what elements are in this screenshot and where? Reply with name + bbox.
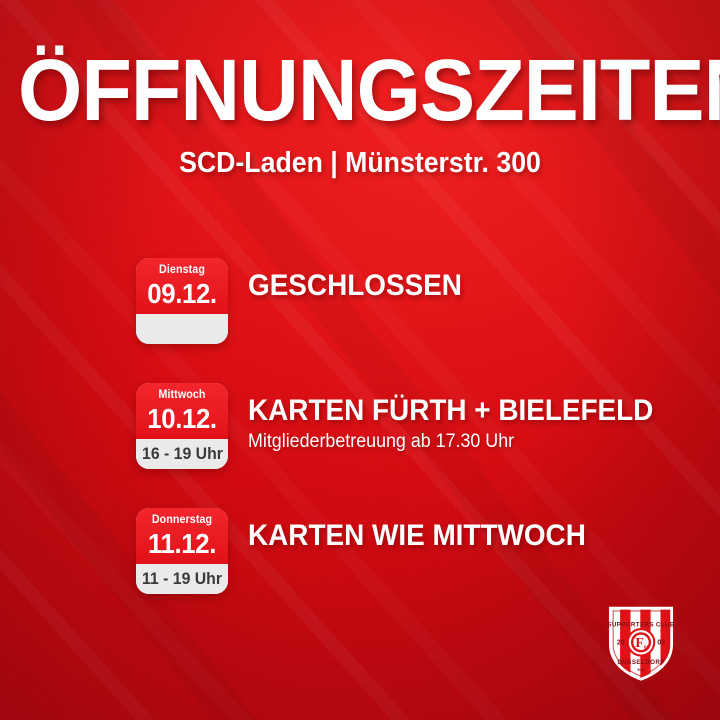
date-card-header: Dienstag 09.12. [136, 258, 228, 314]
hours-label: 11 - 19 Uhr [142, 569, 222, 589]
crest-year-right: 03 [657, 639, 665, 646]
weekday-label: Mittwoch [158, 389, 206, 401]
entry-headline: GESCHLOSSEN [248, 269, 462, 302]
date-card: Donnerstag 11.12. 11 - 19 Uhr [136, 508, 228, 594]
date-card: Dienstag 09.12. [136, 258, 228, 344]
entry-note: Mitgliederbetreuung ab 17.30 Uhr [248, 431, 515, 453]
date-label: 09.12. [147, 277, 217, 309]
entry-text-block: GESCHLOSSEN [248, 258, 478, 301]
entry-headline: KARTEN WIE MITTWOCH [248, 519, 586, 552]
date-label: 11.12. [148, 527, 216, 559]
crest-emblem-letter: F [635, 636, 644, 651]
poster-header: ÖFFNUNGSZEITEN SCD-Laden | Münsterstr. 3… [0, 42, 720, 180]
page-title: ÖFFNUNGSZEITEN [18, 42, 720, 139]
date-card-header: Mittwoch 10.12. [136, 383, 228, 439]
crest-emblem-number: 95 [644, 645, 650, 651]
list-item: Donnerstag 11.12. 11 - 19 Uhr KARTEN WIE… [136, 508, 680, 600]
list-item: Dienstag 09.12. GESCHLOSSEN [136, 258, 680, 350]
list-item: Mittwoch 10.12. 16 - 19 Uhr KARTEN FÜRTH… [136, 383, 680, 475]
date-card-footer: 11 - 19 Uhr [136, 563, 228, 594]
weekday-label: Dienstag [159, 264, 205, 276]
date-card: Mittwoch 10.12. 16 - 19 Uhr [136, 383, 228, 469]
crest-top-text: SUPPORTERS CLUB [607, 621, 675, 628]
date-card-footer: 16 - 19 Uhr [136, 438, 228, 469]
date-label: 10.12. [147, 402, 217, 434]
weekday-label: Donnerstag [151, 514, 213, 526]
date-card-header: Donnerstag 11.12. [136, 508, 228, 564]
supporters-club-crest-icon: SUPPORTERS CLUB 20 03 F 95 DÜSSELDORF e.… [606, 604, 676, 682]
entry-headline: KARTEN FÜRTH + BIELEFELD [248, 394, 654, 427]
hours-label: 16 - 19 Uhr [141, 444, 223, 464]
crest-bottom-text: DÜSSELDORF [617, 659, 664, 666]
crest-suffix-text: e.V. [637, 667, 644, 672]
entry-text-block: KARTEN WIE MITTWOCH [248, 508, 611, 551]
opening-hours-list: Dienstag 09.12. GESCHLOSSEN Mittwoch 10.… [136, 258, 680, 600]
crest-year-left: 20 [617, 639, 625, 646]
page-subtitle: SCD-Laden | Münsterstr. 300 [179, 147, 541, 180]
date-card-footer [136, 313, 228, 344]
entry-text-block: KARTEN FÜRTH + BIELEFELD Mitgliederbetre… [248, 383, 680, 453]
